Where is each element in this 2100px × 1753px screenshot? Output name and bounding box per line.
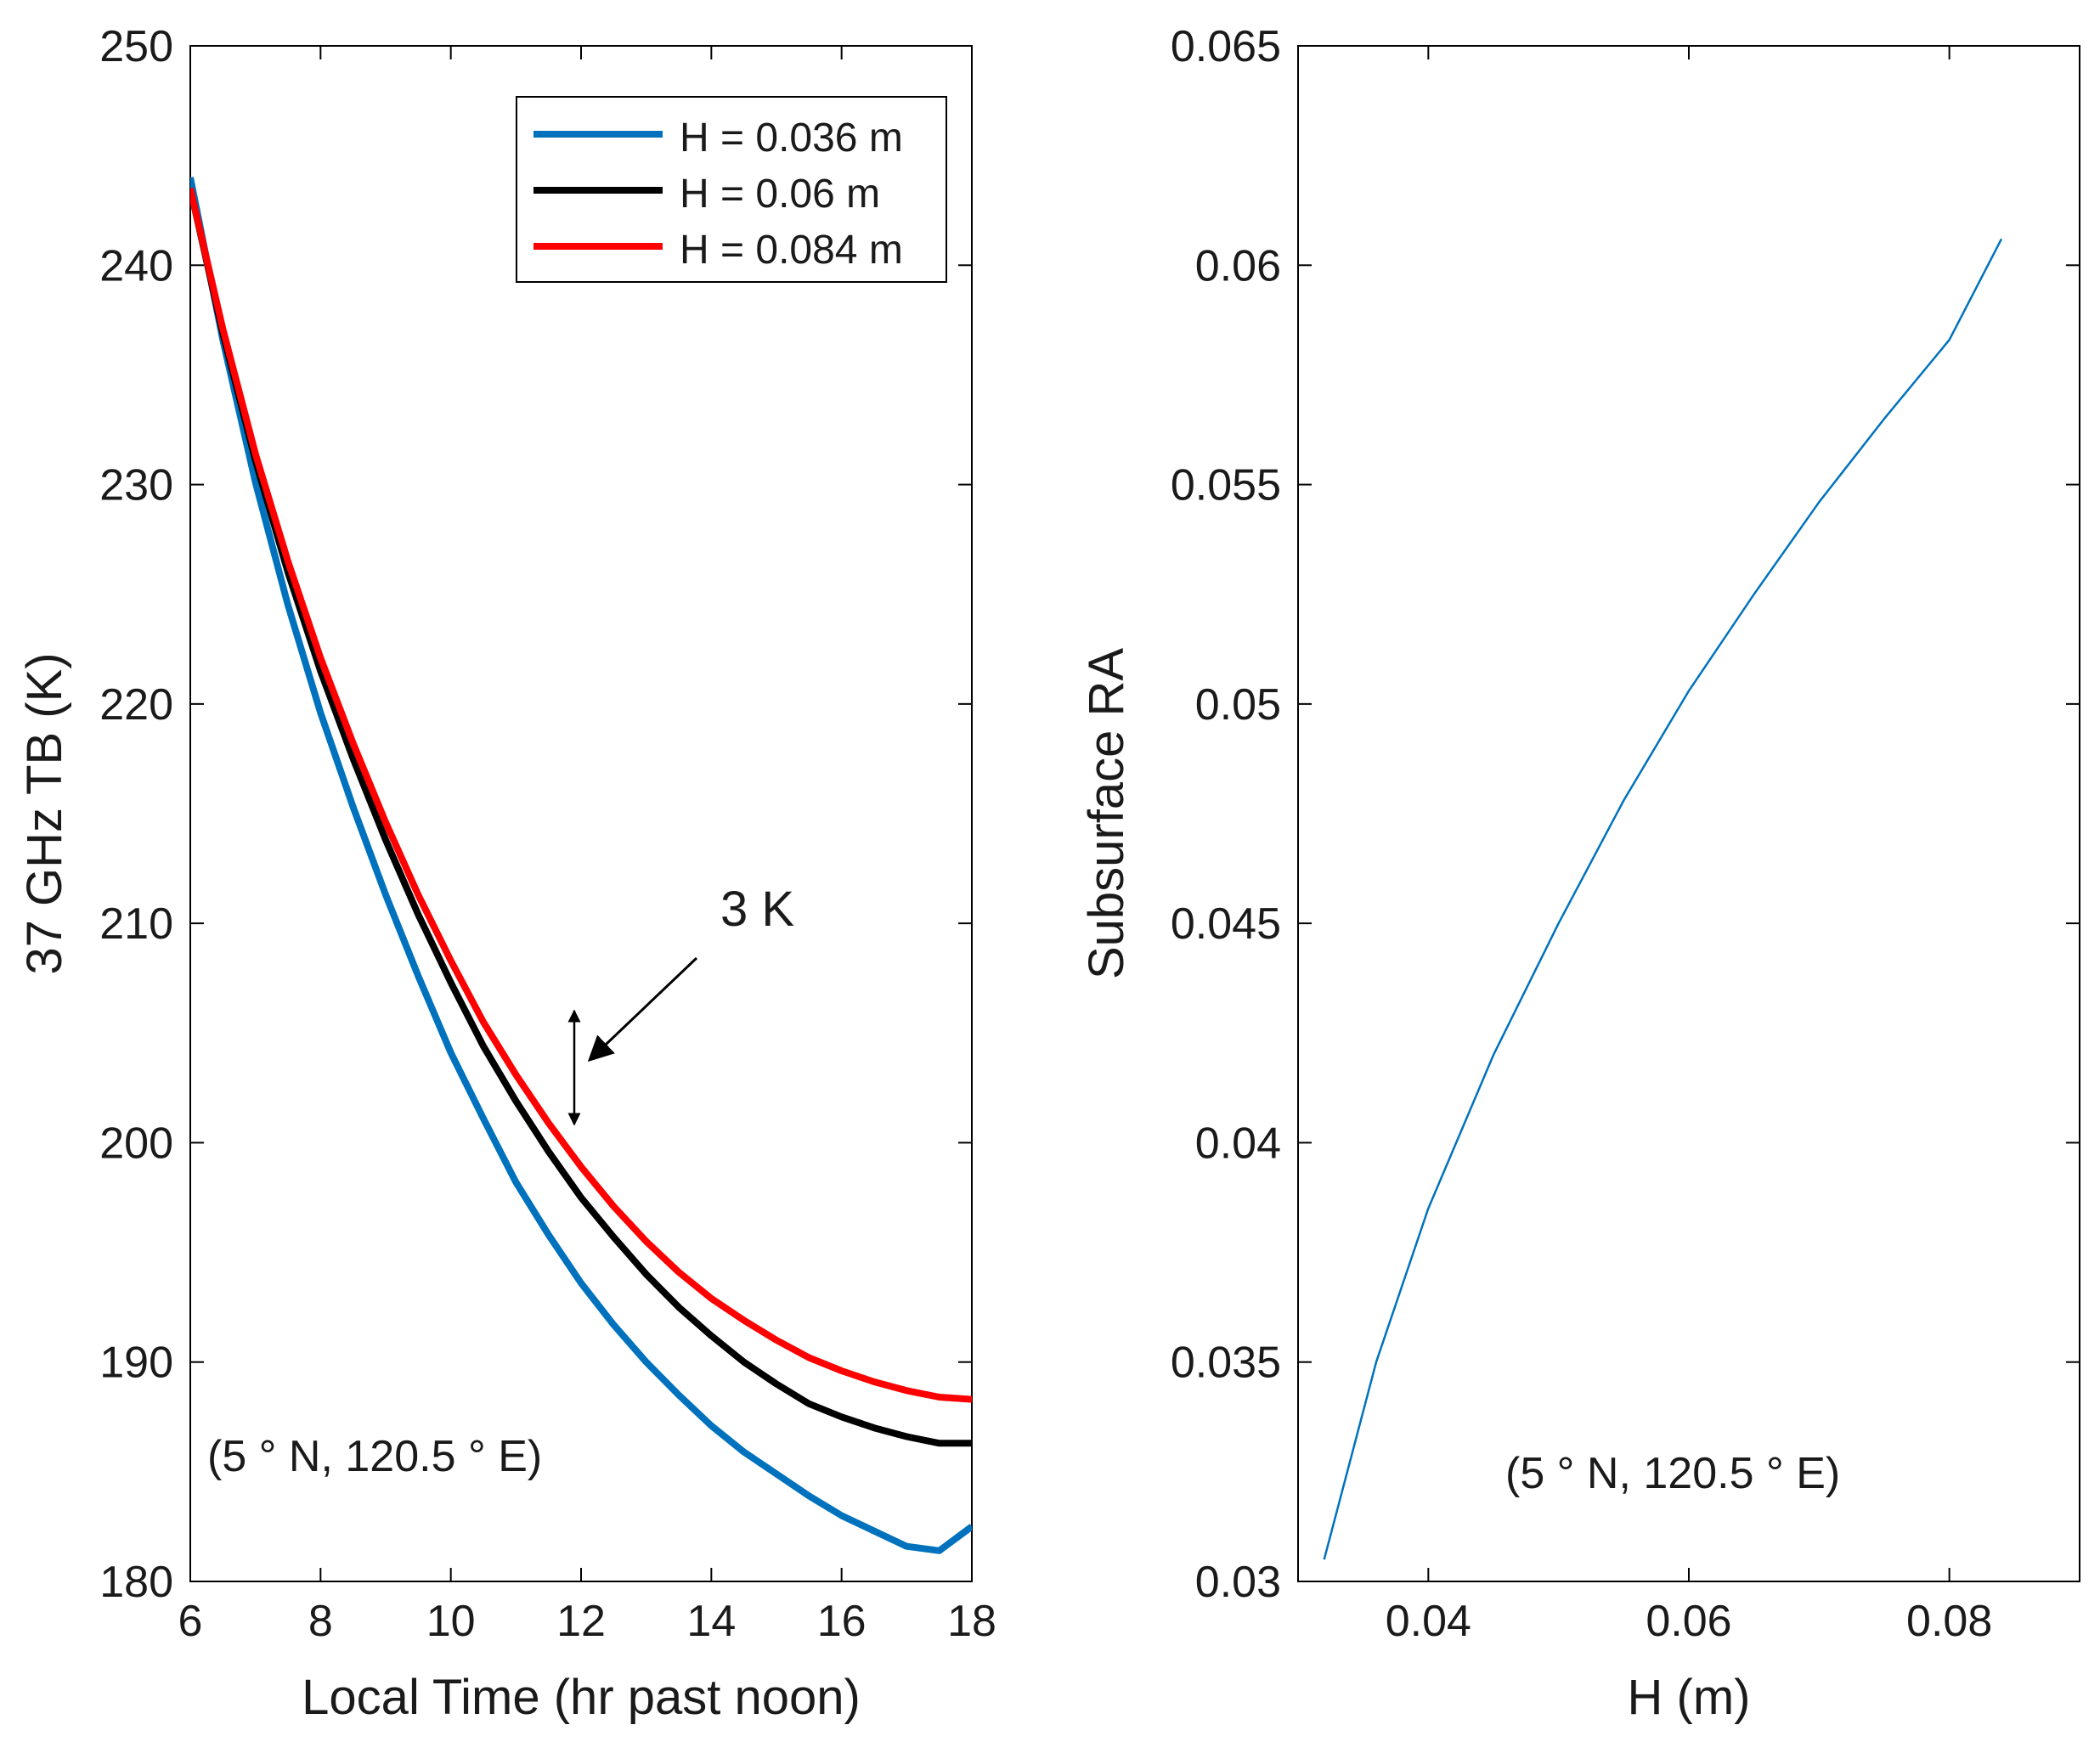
left-panel: 6 8 10 12 14 16 18 180 190 200 210 220 230 240 250 Lo… [17,22,996,1725]
right-x-ticks: 0.04 0.06 0.08 [1386,46,1992,1646]
left-series-line-3 [190,187,972,1403]
left-y-tick-label: 250 [99,22,173,71]
left-x-ticks: 6 8 10 12 14 16 18 [178,46,996,1646]
left-x-tick-label: 16 [817,1597,867,1646]
right-y-tick-label: 0.05 [1195,680,1281,730]
left-y-tick-label: 190 [99,1339,173,1388]
left-location-label: (5 ° N, 120.5 ° E) [207,1432,542,1481]
left-x-tick-label: 8 [308,1597,333,1646]
left-x-tick-label: 14 [686,1597,736,1646]
right-y-tick-label: 0.06 [1195,241,1281,290]
left-y-tick-label: 230 [99,461,173,510]
right-series-line-1 [1323,238,2003,1560]
right-x-tick-label: 0.04 [1386,1597,1471,1646]
left-y-tick-label: 200 [99,1119,173,1168]
three-k-label: 3 K [720,882,794,937]
left-y-tick-label: 240 [99,241,173,290]
left-series-line-2 [190,188,972,1447]
right-series-lines [1323,238,2003,1560]
legend-label-series-3: H = 0.084 m [680,228,903,273]
right-y-tick-label: 0.065 [1171,22,1281,71]
three-k-annotation: 3 K [567,882,794,1126]
right-y-axis-label: Subsurface RA [1079,648,1134,979]
right-y-tick-label: 0.04 [1195,1119,1281,1168]
right-plot-area [1297,45,2080,1582]
left-y-tick-label: 180 [99,1558,173,1607]
right-y-tick-label: 0.045 [1171,899,1281,949]
right-y-ticks: 0.03 0.035 0.04 0.045 0.05 0.055 0.06 0.065 [1171,22,2080,1607]
left-y-ticks: 180 190 200 210 220 230 240 250 [99,22,972,1607]
right-x-tick-label: 0.06 [1646,1597,1731,1646]
right-panel: 0.04 0.06 0.08 0.03 0.035 0.04 0.045 0.05 0.055… [1079,22,2080,1725]
left-y-tick-label: 220 [99,680,173,730]
right-x-tick-label: 0.08 [1906,1597,1992,1646]
left-series-lines [190,177,972,1554]
right-y-tick-label: 0.03 [1195,1558,1281,1607]
right-y-tick-label: 0.035 [1171,1339,1281,1388]
left-legend: H = 0.036 m H = 0.06 m H = 0.084 m [516,96,947,283]
left-x-axis-label: Local Time (hr past noon) [302,1670,861,1725]
right-x-axis-label: H (m) [1628,1670,1751,1725]
left-x-tick-label: 10 [426,1597,476,1646]
left-x-tick-label: 12 [556,1597,606,1646]
left-series-line-1 [190,177,972,1554]
left-y-tick-label: 210 [99,899,173,949]
right-location-label: (5 ° N, 120.5 ° E) [1505,1449,1840,1498]
legend-label-series-2: H = 0.06 m [680,172,880,217]
three-k-pointer-arrow [587,956,698,1063]
legend-label-series-1: H = 0.036 m [680,116,903,161]
left-x-tick-label: 6 [178,1597,203,1646]
right-y-tick-label: 0.055 [1171,461,1281,510]
left-plot-area [189,45,973,1582]
left-x-tick-label: 18 [947,1597,996,1646]
left-y-axis-label: 37 GHz TB (K) [17,652,72,974]
